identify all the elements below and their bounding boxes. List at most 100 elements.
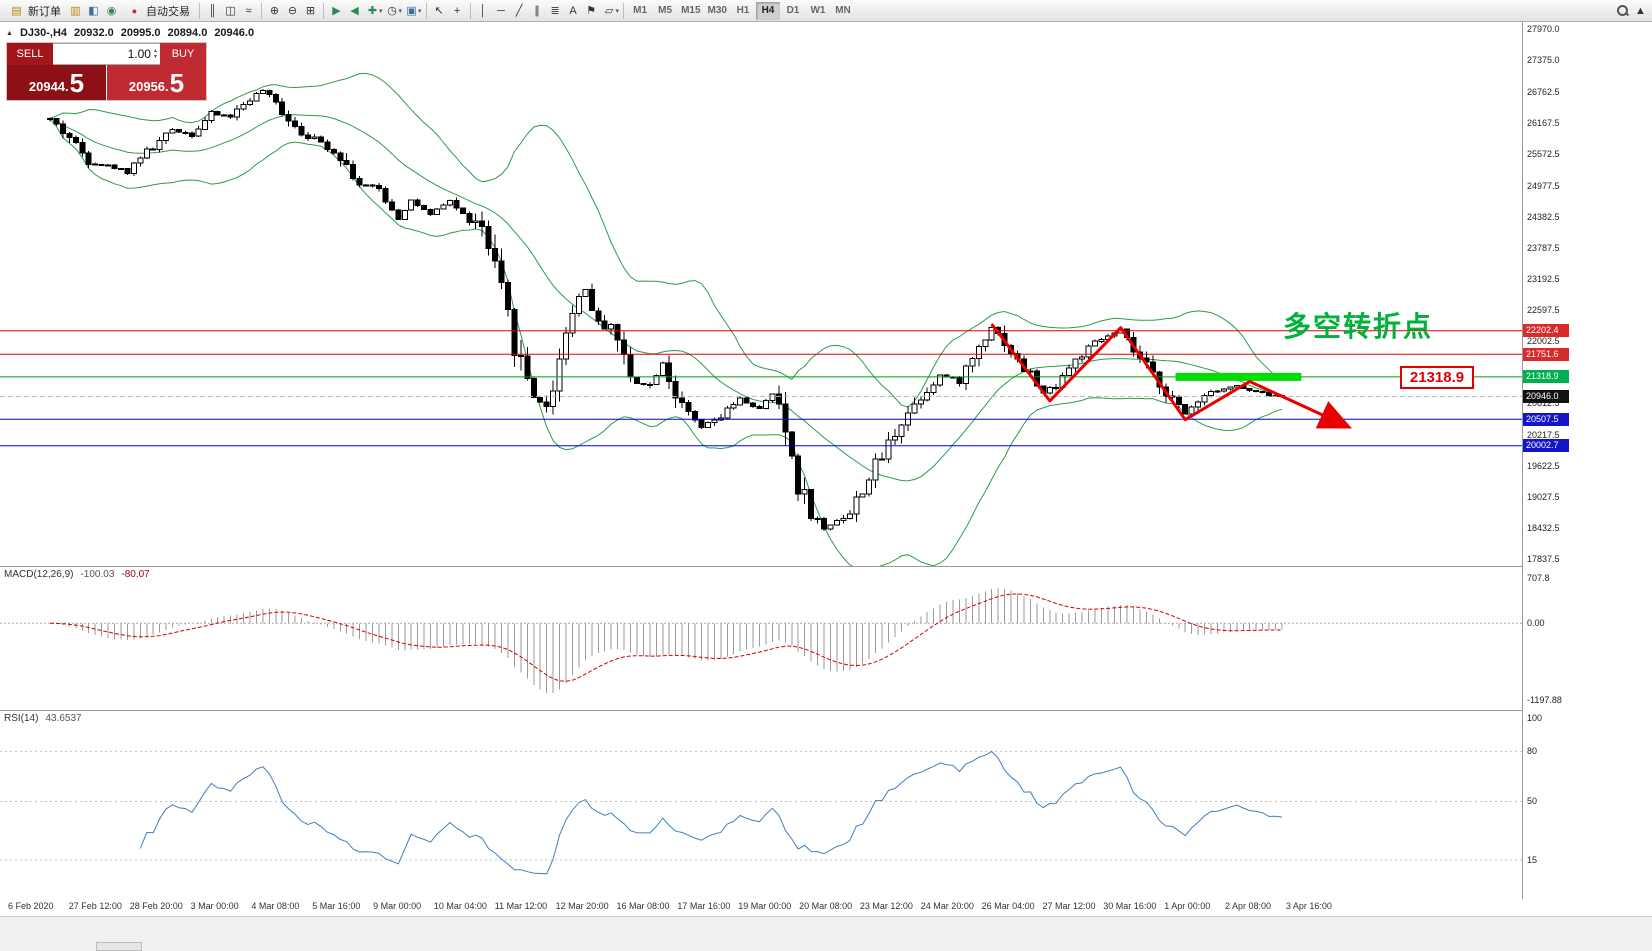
time-axis-label: 1 Apr 00:00 [1164,901,1211,911]
dropdown-caret-icon[interactable]: ▾ [398,7,403,15]
timeframe-button-d1[interactable]: D1 [786,5,800,16]
cursor-icon[interactable]: ↖ [434,5,444,17]
line-chart-icon[interactable]: ≈ [245,4,252,17]
auto-trading-label: 自动交易 [146,5,190,18]
shapes-tool-icon[interactable]: ▱ [604,5,614,17]
zoom-in-icon[interactable]: ⊕ [269,5,280,17]
annotation-trend-arrow[interactable] [990,323,1352,429]
market-watch-icon[interactable]: ▥ [70,5,81,17]
channel-tool-icon[interactable]: ∥ [534,5,540,17]
volume-input[interactable]: 1.00 ▴ ▾ [53,43,160,65]
price-tag-20946.0: 20946.0 [1523,389,1569,403]
status-chip [96,942,142,951]
price-axis-label: 20217.5 [1527,429,1560,440]
ohlc-open: 20932.0 [74,27,114,39]
price-axis-label: 19027.5 [1527,491,1560,502]
price-axis-label: 25572.5 [1527,149,1560,160]
rsi-panel-canvas[interactable] [0,710,1522,898]
time-axis-label: 20 Mar 08:00 [799,901,853,911]
annotation-turning-point-text[interactable]: 多空转折点 [1283,311,1434,342]
time-axis-label: 30 Mar 16:00 [1103,901,1157,911]
dropdown-caret-icon[interactable]: ▾ [418,7,422,15]
symbol-info: ▲ DJ30-,H4 20932.0 20995.0 20894.0 20946… [6,27,254,39]
toolbar-separator [199,2,200,19]
price-axis[interactable]: 27970.0 27375.0 26762.5 26167.5 25572.5 24977… [1523,0,1652,916]
horizontal-line-tool-icon[interactable]: ─ [497,4,505,17]
chart-shift-icon[interactable]: ◀ [350,5,359,17]
timeframe-button-mn[interactable]: MN [835,5,851,16]
time-axis-label: 24 Mar 20:00 [920,901,974,911]
time-axis-label: 19 Mar 00:00 [738,901,792,911]
symbol-name: DJ30-,H4 [19,27,68,39]
spin-up-icon[interactable]: ▴ [153,48,157,54]
timeframe-button-m5[interactable]: M5 [658,5,673,16]
new-order-button[interactable]: ▤ 新订单 [3,1,66,20]
toolbar-separator [623,2,625,19]
label-tool-icon[interactable]: ⚑ [586,5,596,17]
vertical-line-tool-icon[interactable]: │ [479,4,487,17]
price-chart-canvas[interactable] [0,22,1522,566]
navigator-icon[interactable]: ◉ [106,5,117,17]
timeframe-button-h4[interactable]: H4 [755,1,780,20]
dropdown-caret-icon[interactable]: ▾ [379,7,383,15]
tile-windows-icon[interactable]: ⊞ [305,5,316,17]
fibonacci-tool-icon[interactable]: ≣ [550,5,560,17]
indicators-icon[interactable]: ✚ [367,5,378,17]
search-icon[interactable] [1614,3,1631,19]
volume-value: 1.00 [127,47,151,61]
buy-button[interactable]: BUY [160,43,206,65]
macd-axis-label: 0.00 [1527,617,1545,628]
rsi-panel-separator[interactable] [0,710,1652,711]
data-window-icon[interactable]: ◧ [88,5,99,17]
timeframe-buttons: M1 M5 M15 M30 H1 H4 D1 W1 MN [628,1,855,20]
crosshair-icon[interactable]: + [453,4,461,17]
time-axis-label: 4 Mar 08:00 [251,901,300,911]
timeframe-button-w1[interactable]: W1 [810,5,826,16]
time-axis[interactable]: 6 Feb 2020 27 Feb 12:00 28 Feb 20:00 3 Mar … [0,898,1522,916]
timeframe-button-h1[interactable]: H1 [736,5,750,16]
time-axis-label: 27 Mar 12:00 [1042,901,1096,911]
timeframe-button-m15[interactable]: M15 [681,5,701,16]
candlestick-chart-icon[interactable]: ◫ [225,5,236,17]
timeframe-button-m30[interactable]: M30 [707,5,727,16]
new-order-label: 新订单 [28,5,61,18]
time-axis-label: 27 Feb 12:00 [68,901,122,911]
zoom-out-icon[interactable]: ⊖ [287,5,298,17]
volume-spinner[interactable]: ▴ ▾ [154,48,157,60]
text-tool-icon[interactable]: A [569,4,577,17]
price-axis-label: 27375.0 [1527,55,1560,66]
time-axis-label: 23 Mar 12:00 [859,901,913,911]
sell-price-display[interactable]: 20944. 5 [7,65,106,100]
periods-clock-icon[interactable]: ◷ [387,5,397,17]
auto-trading-icon: ● [131,5,138,16]
sell-button[interactable]: SELL [7,43,53,65]
price-axis-label: 23787.5 [1527,242,1560,253]
spin-down-icon[interactable]: ▾ [153,54,157,60]
dropdown-caret-icon[interactable]: ▾ [615,7,620,15]
timeframe-button-m1[interactable]: M1 [633,5,648,16]
auto-scroll-icon[interactable]: ▶ [332,5,341,17]
price-axis-label: 26167.5 [1527,118,1560,129]
collapse-panel-icon[interactable]: ▲ [6,29,13,37]
toolbar-separator [469,2,471,19]
templates-icon[interactable]: ▣ [406,5,417,17]
trendline-tool-icon[interactable]: ╱ [515,5,523,17]
price-axis-label: 22597.5 [1527,305,1560,315]
top-toolbar: ▤ 新订单 ▥ ◧ ◉ ● 自动交易 ║ ◫ ≈ ⊕ ⊖ ⊞ ▶ ◀ ✚ ▾ ◷… [0,0,1652,22]
time-axis-label: 28 Feb 20:00 [129,901,183,911]
scroll-up-icon[interactable]: ▲ [1635,4,1646,17]
annotation-level-box[interactable]: 21318.9 [1400,366,1474,389]
macd-panel-canvas[interactable] [0,566,1522,710]
ohlc-low: 20894.0 [167,27,208,39]
toolbar-separator [425,2,427,19]
bar-chart-icon[interactable]: ║ [208,4,217,17]
auto-trading-button[interactable]: ● 自动交易 [121,1,195,20]
macd-panel-separator[interactable] [0,566,1652,567]
status-bar [0,916,1652,951]
one-click-trading-panel: SELL 1.00 ▴ ▾ BUY 20944. 5 20956. 5 [7,43,206,100]
time-axis-label: 5 Mar 16:00 [312,901,361,911]
bollinger-bands [49,72,1283,566]
time-axis-label: 3 Apr 16:00 [1285,901,1332,911]
buy-price-display[interactable]: 20956. 5 [107,65,206,100]
time-axis-label: 17 Mar 16:00 [677,901,731,911]
